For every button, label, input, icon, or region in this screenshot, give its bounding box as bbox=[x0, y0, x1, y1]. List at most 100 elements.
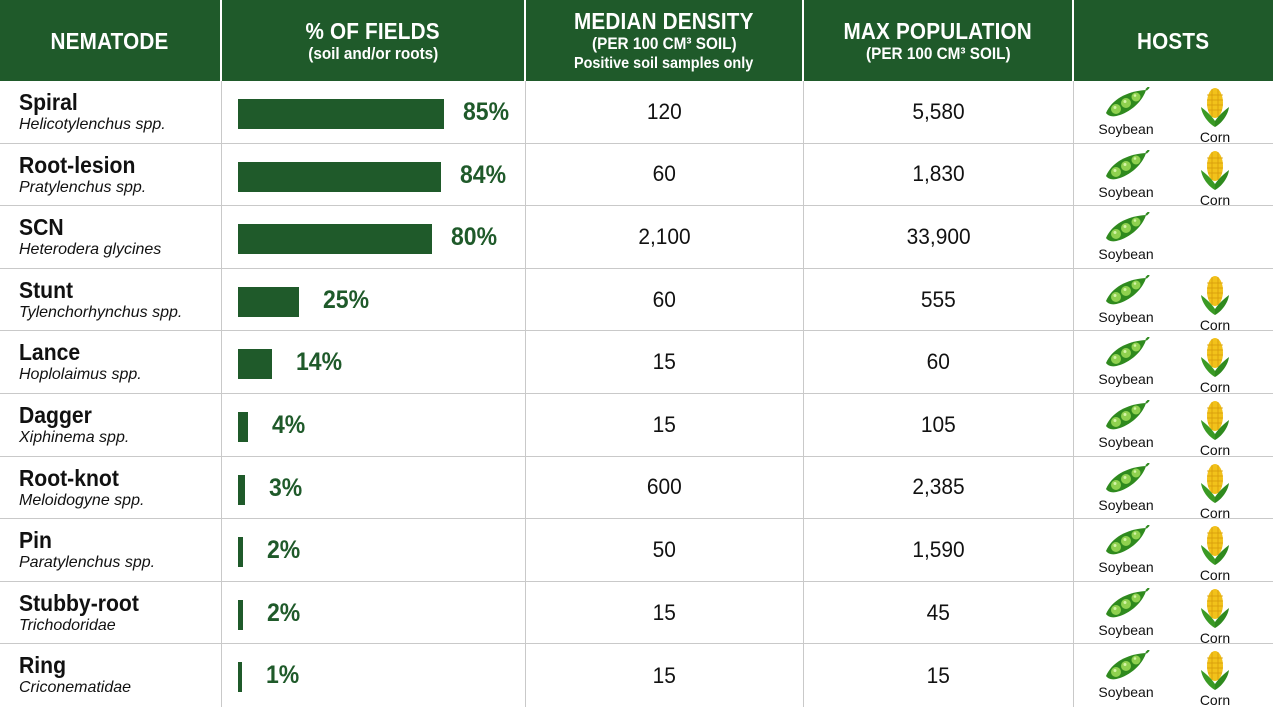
median-density-value: 2,100 bbox=[638, 223, 691, 249]
table-row: Spiral Helicotylenchus spp. 85% 120 5,58… bbox=[0, 81, 1273, 145]
fields-cell: 84% bbox=[222, 143, 526, 206]
nematode-cell: Dagger Xiphinema spp. bbox=[0, 393, 222, 456]
host-corn: Corn bbox=[1182, 87, 1248, 145]
percent-bar bbox=[238, 599, 243, 630]
host-soybean: Soybean bbox=[1091, 274, 1161, 325]
hosts-cell: Soybean Corn bbox=[1074, 457, 1273, 521]
percent-label: 1% bbox=[266, 661, 300, 690]
table-row: Pin Paratylenchus spp. 2% 50 1,590 bbox=[0, 519, 1273, 583]
percent-bar bbox=[238, 161, 441, 192]
host-soybean: Soybean bbox=[1091, 462, 1161, 513]
corn-icon bbox=[1201, 150, 1229, 190]
header-median: MEDIAN DENSITY (PER 100 CM³ SOIL) Positi… bbox=[526, 0, 804, 81]
max-population-value: 2,385 bbox=[912, 474, 965, 500]
nematode-scientific-name: Tylenchorhynchus spp. bbox=[19, 303, 183, 321]
soybean-icon bbox=[1106, 525, 1150, 555]
percent-bar bbox=[238, 411, 248, 442]
corn-label: Corn bbox=[1199, 629, 1231, 646]
fields-cell: 25% bbox=[222, 268, 526, 331]
percent-bar bbox=[238, 286, 299, 317]
median-density-cell: 60 bbox=[526, 268, 804, 331]
soybean-icon bbox=[1106, 462, 1150, 492]
hosts-cell: Soybean Corn bbox=[1074, 644, 1273, 708]
nematode-scientific-name: Xiphinema spp. bbox=[19, 428, 130, 446]
header-max: MAX POPULATION (PER 100 CM³ SOIL) bbox=[804, 0, 1074, 81]
max-population-value: 1,590 bbox=[912, 536, 965, 562]
percent-bar bbox=[238, 662, 242, 693]
nematode-common-name: Dagger bbox=[19, 401, 92, 428]
corn-label: Corn bbox=[1199, 379, 1231, 396]
corn-icon bbox=[1201, 526, 1229, 566]
soybean-label: Soybean bbox=[1098, 371, 1154, 388]
table-row: Root-knot Meloidogyne spp. 3% 600 2,385 bbox=[0, 456, 1273, 521]
median-density-value: 120 bbox=[647, 98, 682, 124]
header-nematode: NEMATODE bbox=[0, 0, 222, 81]
percent-bar bbox=[238, 474, 245, 505]
max-population-cell: 555 bbox=[804, 268, 1074, 331]
median-density-value: 15 bbox=[652, 662, 677, 688]
corn-icon bbox=[1201, 88, 1229, 127]
nematode-scientific-name: Paratylenchus spp. bbox=[19, 554, 156, 572]
percent-label: 4% bbox=[272, 410, 306, 439]
percent-label: 14% bbox=[296, 348, 343, 377]
fields-cell: 3% bbox=[222, 456, 526, 519]
corn-label: Corn bbox=[1199, 441, 1231, 458]
max-population-cell: 2,385 bbox=[804, 456, 1074, 519]
median-density-cell: 15 bbox=[526, 644, 804, 707]
max-population-value: 555 bbox=[921, 286, 956, 312]
soybean-label: Soybean bbox=[1098, 496, 1154, 513]
soybean-label: Soybean bbox=[1098, 246, 1154, 263]
nematode-common-name: Pin bbox=[19, 527, 52, 554]
header-median-label: MEDIAN DENSITY bbox=[574, 8, 754, 34]
host-corn: Corn bbox=[1182, 588, 1248, 646]
percent-label: 80% bbox=[451, 223, 498, 252]
nematode-cell: Root-lesion Pratylenchus spp. bbox=[0, 143, 222, 206]
corn-label: Corn bbox=[1199, 692, 1231, 709]
host-corn: Corn bbox=[1182, 650, 1248, 708]
nematode-cell: Ring Criconematidae bbox=[0, 644, 222, 707]
nematode-cell: Lance Hoplolaimus spp. bbox=[0, 331, 222, 393]
table-row: Stunt Tylenchorhynchus spp. 25% 60 555 bbox=[0, 268, 1273, 332]
host-soybean: Soybean bbox=[1091, 587, 1161, 638]
max-population-cell: 105 bbox=[804, 393, 1074, 456]
median-density-cell: 15 bbox=[526, 331, 804, 393]
hosts-cell: Soybean Corn bbox=[1074, 269, 1273, 332]
hosts-cell: Soybean Corn bbox=[1074, 519, 1273, 583]
max-population-cell: 60 bbox=[804, 331, 1074, 393]
host-corn: Corn bbox=[1182, 400, 1248, 458]
percent-bar bbox=[238, 224, 432, 255]
median-density-value: 15 bbox=[652, 411, 677, 437]
corn-icon bbox=[1201, 651, 1229, 691]
nematode-cell: Stubby-root Trichodoridae bbox=[0, 581, 222, 644]
nematode-common-name: Stunt bbox=[19, 276, 74, 303]
header-hosts-label: HOSTS bbox=[1137, 27, 1210, 54]
nematode-cell: Pin Paratylenchus spp. bbox=[0, 519, 222, 581]
corn-icon bbox=[1201, 275, 1229, 315]
soybean-icon bbox=[1106, 274, 1150, 305]
percent-label: 3% bbox=[269, 473, 303, 502]
median-density-cell: 60 bbox=[526, 143, 804, 206]
host-soybean: Soybean bbox=[1091, 337, 1161, 387]
fields-cell: 1% bbox=[222, 644, 526, 707]
max-population-cell: 15 bbox=[804, 644, 1074, 707]
max-population-cell: 1,590 bbox=[804, 519, 1074, 581]
soybean-label: Soybean bbox=[1098, 183, 1154, 200]
percent-bar bbox=[238, 349, 272, 380]
median-density-cell: 50 bbox=[526, 519, 804, 581]
soybean-label: Soybean bbox=[1098, 621, 1154, 638]
nematode-scientific-name: Criconematidae bbox=[19, 679, 132, 697]
nematode-common-name: Stubby-root bbox=[19, 589, 139, 616]
table-row: SCN Heterodera glycines 80% 2,100 33,900 bbox=[0, 206, 1273, 269]
percent-label: 2% bbox=[267, 536, 301, 565]
percent-bar bbox=[238, 99, 444, 129]
header-median-sublabel: (PER 100 CM³ SOIL) bbox=[591, 34, 737, 53]
table-row: Lance Hoplolaimus spp. 14% 15 60 S bbox=[0, 331, 1273, 396]
median-density-value: 50 bbox=[652, 536, 677, 562]
soybean-label: Soybean bbox=[1098, 433, 1154, 450]
fields-cell: 85% bbox=[222, 81, 526, 143]
header-hosts: HOSTS bbox=[1074, 0, 1273, 81]
soybean-icon bbox=[1106, 650, 1150, 680]
host-corn: Corn bbox=[1182, 463, 1248, 521]
fields-cell: 14% bbox=[222, 331, 526, 393]
nematode-common-name: Root-lesion bbox=[19, 151, 136, 178]
